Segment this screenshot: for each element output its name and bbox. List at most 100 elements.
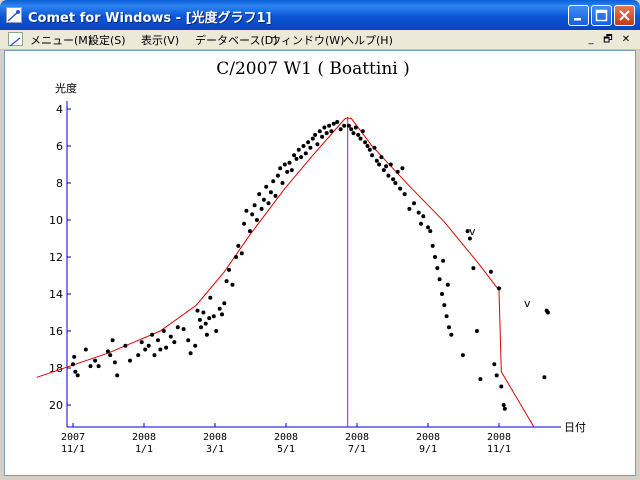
observation-point bbox=[139, 340, 144, 345]
close-button[interactable] bbox=[614, 5, 635, 26]
y-tick-label: 6 bbox=[56, 140, 63, 153]
annotation-label: v bbox=[524, 297, 531, 310]
minimize-button[interactable] bbox=[568, 5, 589, 26]
observation-point bbox=[449, 332, 454, 337]
menu-item-help[interactable]: ヘルプ(H) bbox=[343, 34, 393, 47]
y-tick-label: 16 bbox=[49, 325, 63, 338]
observation-point bbox=[324, 131, 329, 136]
observation-point bbox=[433, 255, 437, 259]
observation-point bbox=[335, 120, 340, 124]
menu-item-settings[interactable]: 設定(S) bbox=[88, 34, 126, 47]
maximize-icon bbox=[595, 9, 608, 22]
observation-point bbox=[545, 310, 550, 315]
y-tick-label: 4 bbox=[56, 103, 63, 116]
menu-item-view[interactable]: 表示(V) bbox=[141, 34, 180, 47]
menu-item-window[interactable]: ウィンドウ(W) bbox=[270, 34, 345, 47]
annotation-label: v bbox=[469, 225, 476, 238]
observation-point bbox=[320, 134, 325, 139]
x-tick-label-date: 11/1 bbox=[61, 444, 85, 455]
observation-point bbox=[250, 212, 255, 217]
observation-point bbox=[261, 197, 266, 202]
x-tick-label-date: 7/1 bbox=[348, 444, 366, 455]
observation-point bbox=[181, 327, 186, 332]
observation-point bbox=[236, 243, 241, 248]
observation-point bbox=[244, 208, 249, 213]
x-tick-label-year: 2008 bbox=[345, 432, 369, 443]
observation-point bbox=[136, 353, 141, 358]
observation-point bbox=[351, 131, 356, 136]
y-tick-label: 12 bbox=[49, 251, 63, 264]
observation-point bbox=[158, 347, 163, 352]
observation-point bbox=[349, 127, 354, 132]
observation-point bbox=[306, 140, 311, 145]
observation-point bbox=[278, 166, 283, 171]
observation-point bbox=[441, 258, 446, 263]
window-title: Comet for Windows - [光度グラフ1] bbox=[28, 11, 272, 26]
comet-app-icon bbox=[6, 7, 22, 23]
x-tick-label-year: 2008 bbox=[487, 432, 511, 443]
observation-point bbox=[502, 406, 507, 411]
observation-point bbox=[421, 214, 426, 219]
x-tick-label-date: 9/1 bbox=[419, 444, 437, 455]
observation-point bbox=[474, 329, 479, 333]
menu-item-database[interactable]: データベース(D) bbox=[195, 34, 278, 47]
mdi-restore-button[interactable]: 🗗 bbox=[603, 34, 613, 45]
observation-point bbox=[497, 286, 501, 291]
observation-point bbox=[353, 125, 358, 130]
maximize-button[interactable] bbox=[591, 5, 612, 26]
observation-point bbox=[296, 147, 301, 152]
observation-point bbox=[224, 279, 229, 284]
observation-point bbox=[112, 360, 117, 365]
observation-point bbox=[211, 314, 216, 319]
observation-point bbox=[542, 375, 547, 380]
observation-point bbox=[161, 329, 166, 333]
observation-point bbox=[492, 362, 497, 367]
observation-point bbox=[428, 229, 433, 234]
observation-point bbox=[239, 251, 244, 256]
observation-point bbox=[358, 136, 363, 141]
observation-point bbox=[445, 282, 450, 287]
minimize-icon bbox=[574, 18, 581, 21]
observation-point bbox=[460, 353, 465, 358]
observation-point bbox=[203, 321, 208, 326]
observation-point bbox=[230, 282, 235, 287]
observation-point bbox=[88, 364, 93, 369]
observation-point bbox=[499, 384, 504, 389]
observation-point bbox=[395, 169, 400, 174]
observation-point bbox=[285, 169, 290, 174]
observation-point bbox=[338, 127, 343, 132]
observation-point bbox=[292, 153, 297, 158]
observation-point bbox=[299, 155, 304, 160]
observation-point bbox=[360, 129, 365, 134]
observation-point bbox=[386, 173, 391, 178]
observation-point bbox=[346, 123, 351, 128]
x-tick-label-year: 2007 bbox=[61, 432, 85, 443]
document-icon[interactable] bbox=[8, 32, 23, 47]
y-tick-label: 10 bbox=[49, 214, 63, 227]
observation-point bbox=[257, 192, 262, 197]
observation-point bbox=[217, 306, 222, 311]
observation-point bbox=[172, 340, 177, 345]
menu-item-menu[interactable]: メニュー(M) bbox=[30, 34, 93, 47]
x-tick-label-year: 2008 bbox=[132, 432, 156, 443]
observation-point bbox=[363, 140, 368, 145]
observation-point bbox=[195, 308, 200, 313]
observation-point bbox=[398, 186, 403, 191]
observation-point bbox=[402, 192, 407, 197]
observation-point bbox=[186, 338, 191, 343]
observation-point bbox=[447, 325, 451, 330]
x-tick-label-date: 3/1 bbox=[206, 444, 224, 455]
observation-point bbox=[488, 269, 493, 274]
title-bar[interactable]: Comet for Windows - [光度グラフ1] bbox=[0, 0, 640, 30]
observation-point bbox=[143, 347, 148, 352]
observation-point bbox=[370, 153, 375, 158]
observation-point bbox=[327, 123, 332, 128]
observation-point bbox=[494, 373, 499, 378]
observation-point bbox=[465, 229, 470, 234]
mdi-close-button[interactable]: ✕ bbox=[621, 34, 631, 45]
observation-point bbox=[193, 343, 198, 348]
x-tick-label-year: 2008 bbox=[416, 432, 440, 443]
mdi-minimize-button[interactable]: _ bbox=[588, 34, 594, 45]
observation-point bbox=[301, 144, 306, 148]
observation-point bbox=[435, 266, 440, 271]
